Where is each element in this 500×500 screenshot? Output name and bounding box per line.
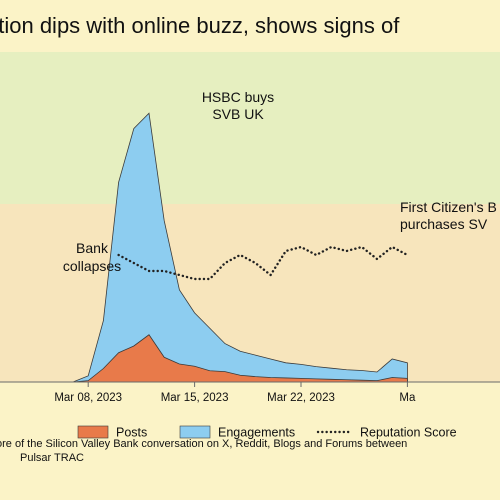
legend-label: Reputation Score [360,426,457,440]
legend-label: Engagements [218,426,295,440]
band-high [0,52,500,204]
x-tick-label: Mar 15, 2023 [161,392,229,404]
footnote-line-1: ore of the Silicon Valley Bank conversat… [0,438,408,450]
annotation-text: collapses [63,258,121,274]
reputation-score-line [117,245,409,281]
annotation-text: SVB UK [212,106,264,122]
x-tick-label: Ma [399,392,416,404]
legend-label: Posts [116,426,147,440]
x-tick-label: Mar 22, 2023 [267,392,335,404]
annotation-text: HSBC buys [202,89,274,105]
band-mid [0,204,500,382]
x-tick-label: Mar 08, 2023 [54,392,122,404]
footnote-line-2: Pulsar TRAC [20,452,84,464]
annotation-text: purchases SV [400,216,488,232]
legend-swatch [179,425,211,439]
annotation-text: First Citizen's B [400,199,497,215]
annotation-text: Bank [76,240,109,256]
chart-title: ation dips with online buzz, shows signs… [0,13,400,38]
legend-swatch [77,425,109,439]
